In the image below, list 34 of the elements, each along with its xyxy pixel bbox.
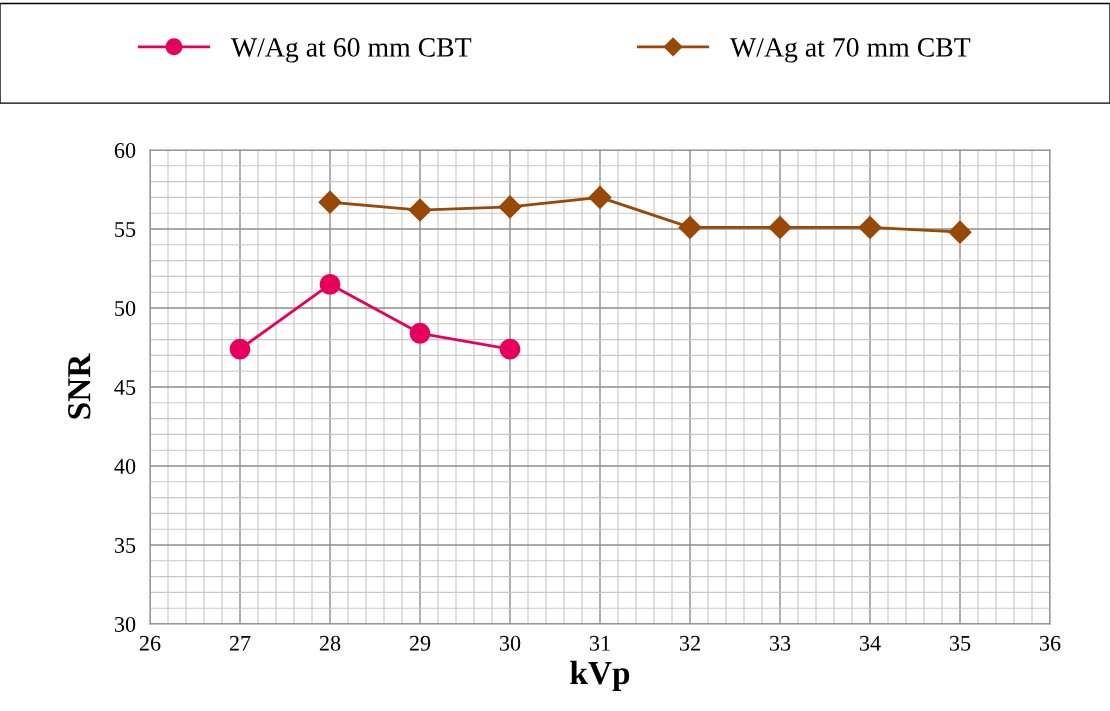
point <box>318 190 342 214</box>
y-tick-label: 55 <box>115 222 136 237</box>
point <box>229 338 251 360</box>
y-tick-label: 30 <box>114 616 136 632</box>
point <box>408 198 432 222</box>
x-tick-label: 36 <box>1039 635 1061 651</box>
legend-label: W/Ag at 70 mm CBT <box>730 38 971 63</box>
y-tick-label: 35 <box>114 537 136 553</box>
x-tick-label: 27 <box>229 635 251 651</box>
x-tick-label: 33 <box>769 635 791 651</box>
x-axis-title: kVp <box>570 660 630 692</box>
point <box>768 215 792 239</box>
y-tick-label: 45 <box>114 380 136 395</box>
legend-label: W/Ag at 60 mm CBT <box>230 38 472 63</box>
x-tick-label: 30 <box>499 635 521 651</box>
x-tick-label: 29 <box>409 635 431 651</box>
point <box>948 220 972 244</box>
point <box>499 338 521 360</box>
y-axis-title: SNR <box>68 353 91 419</box>
point <box>409 322 431 344</box>
y-tick-label: 60 <box>114 142 136 158</box>
point <box>588 185 612 209</box>
x-tick-label: 31 <box>589 635 610 651</box>
y-tick-label: 40 <box>114 458 136 474</box>
x-tick-label: 26 <box>139 635 161 651</box>
point <box>858 215 882 239</box>
x-tick-label: 28 <box>319 635 341 651</box>
point <box>678 215 702 239</box>
x-tick-label: 34 <box>859 635 881 651</box>
y-tick-label: 50 <box>115 300 136 316</box>
point <box>319 273 341 295</box>
x-tick-label: 35 <box>949 635 971 651</box>
point <box>498 195 522 219</box>
x-tick-label: 32 <box>679 635 700 651</box>
